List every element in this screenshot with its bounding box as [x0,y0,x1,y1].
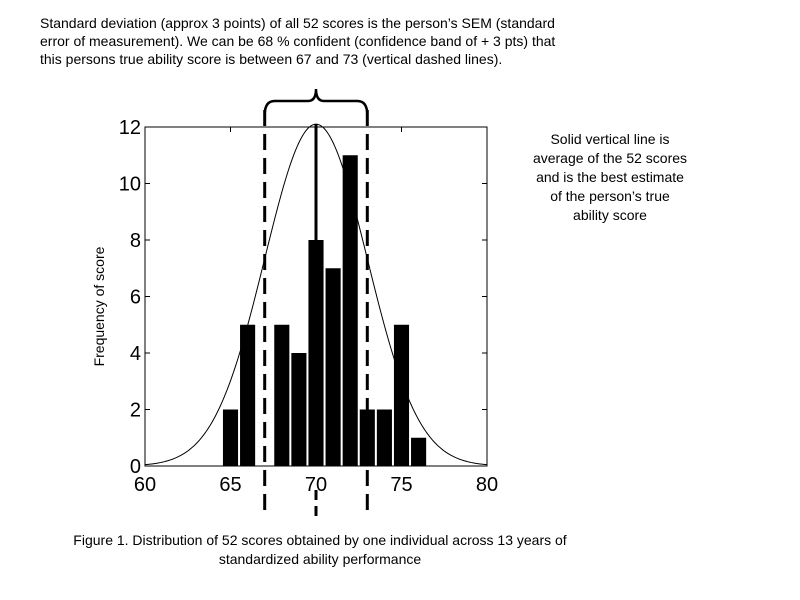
histogram-bar [376,409,392,466]
side-note-line-2: average of the 52 scores [532,150,688,166]
histogram-bar [393,324,410,466]
sem-note-line-3: this persons true ability score is betwe… [40,51,503,67]
caption-line-1: Figure 1. Distribution of 52 scores obta… [73,532,567,548]
y-axis-label: Frequency of score [91,246,107,366]
y-tick-label: 8 [130,230,141,252]
histogram-bar [342,155,358,466]
histogram-bar [222,409,239,466]
side-note-line-3: and is the best estimate [536,169,684,185]
mean-line-explanation-note: Solid vertical line is average of the 52… [510,130,710,225]
histogram-bar [274,324,290,466]
confidence-band-brace [263,88,369,116]
x-tick-label: 75 [390,474,412,496]
sem-explanation-note: Standard deviation (approx 3 points) of … [40,14,640,68]
caption-line-2: standardized ability performance [218,551,422,567]
x-tick-label: 65 [219,474,241,496]
sem-note-line-2: error of measurement). We can be 68 % co… [40,33,556,49]
histogram-bar [411,437,427,466]
sem-note-line-1: Standard deviation (approx 3 points) of … [40,15,555,31]
figure-caption: Figure 1. Distribution of 52 scores obta… [30,531,610,569]
x-tick-label: 70 [305,474,327,496]
y-tick-label: 0 [130,456,141,478]
side-note-line-1: Solid vertical line is [550,131,670,147]
side-note-line-4: of the person’s true [550,188,670,204]
x-tick-label: 60 [134,474,156,496]
y-tick-label: 4 [130,343,141,365]
histogram-bar [291,353,307,466]
histogram-bar [240,324,256,466]
histogram-bar [325,268,341,466]
y-tick-label: 6 [130,287,141,309]
y-tick-label: 2 [130,400,141,422]
x-tick-label: 80 [476,474,498,496]
y-tick-label: 10 [119,174,141,196]
y-tick-label: 12 [119,117,141,139]
side-note-line-5: ability score [573,207,647,223]
